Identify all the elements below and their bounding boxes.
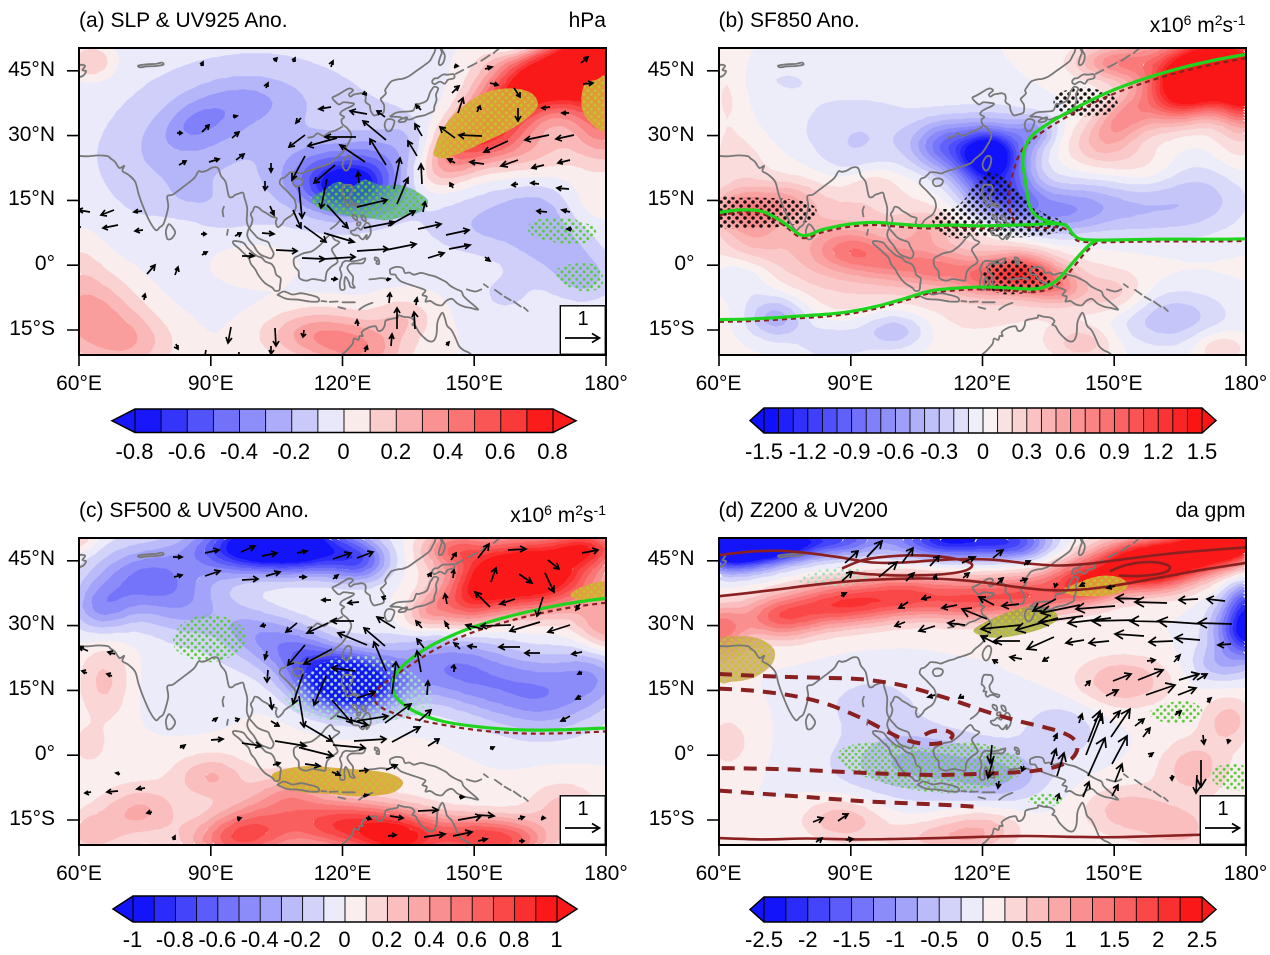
svg-text:1: 1	[1217, 798, 1228, 820]
svg-text:1: 1	[577, 798, 588, 820]
svg-text:1: 1	[577, 308, 588, 330]
